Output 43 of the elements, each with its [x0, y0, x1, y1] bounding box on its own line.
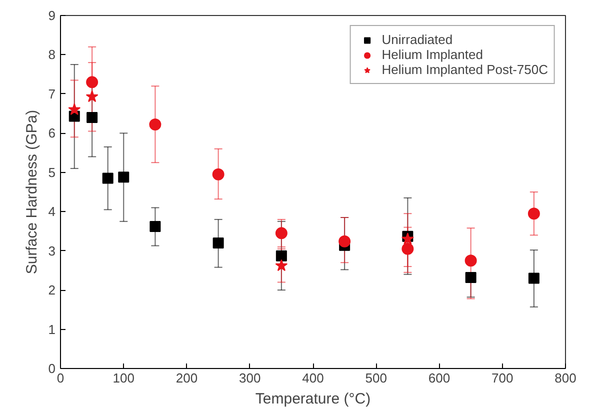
x-tick-label: 700	[492, 370, 514, 386]
point	[275, 259, 288, 272]
point	[149, 118, 162, 131]
x-axis-title: Temperature (°C)	[255, 390, 371, 408]
x-tick-label: 300	[239, 370, 261, 386]
point	[68, 103, 81, 115]
x-tick-label: 800	[554, 370, 576, 386]
x-tick-label: 500	[365, 370, 387, 386]
point	[401, 232, 414, 244]
point	[150, 221, 161, 232]
point	[212, 237, 224, 248]
point	[402, 242, 414, 255]
point	[86, 90, 98, 102]
x-tick-label: 600	[428, 370, 450, 386]
point	[102, 172, 114, 184]
point	[464, 254, 477, 267]
point	[212, 168, 224, 180]
point	[338, 235, 351, 248]
point	[118, 172, 130, 183]
point	[275, 227, 288, 240]
point	[465, 272, 476, 284]
y-tick-label: 7	[48, 86, 56, 102]
point	[528, 272, 540, 284]
y-axis-title: Surface Hardness (GPa)	[23, 110, 40, 274]
legend-label: Helium Implanted	[382, 47, 483, 62]
y-tick-label: 9	[48, 8, 56, 23]
y-tick-label: 2	[48, 282, 56, 298]
point	[276, 250, 287, 262]
point	[528, 208, 540, 220]
x-tick-label: 200	[176, 370, 198, 386]
x-tick-label: 400	[302, 370, 324, 386]
y-tick-label: 8	[48, 47, 56, 62]
x-tick-label: 100	[112, 370, 134, 386]
legend-label: Unirradiated	[382, 32, 453, 47]
point	[86, 76, 98, 88]
y-tick-label: 1	[48, 322, 56, 337]
legend-label: Helium Implanted Post-750C	[382, 62, 548, 77]
y-tick-label: 6	[48, 126, 56, 141]
y-tick-label: 3	[48, 243, 56, 258]
point	[86, 112, 98, 123]
y-tick-label: 4	[48, 204, 56, 220]
y-tick-label: 0	[48, 361, 56, 376]
y-tick-label: 5	[48, 164, 56, 180]
